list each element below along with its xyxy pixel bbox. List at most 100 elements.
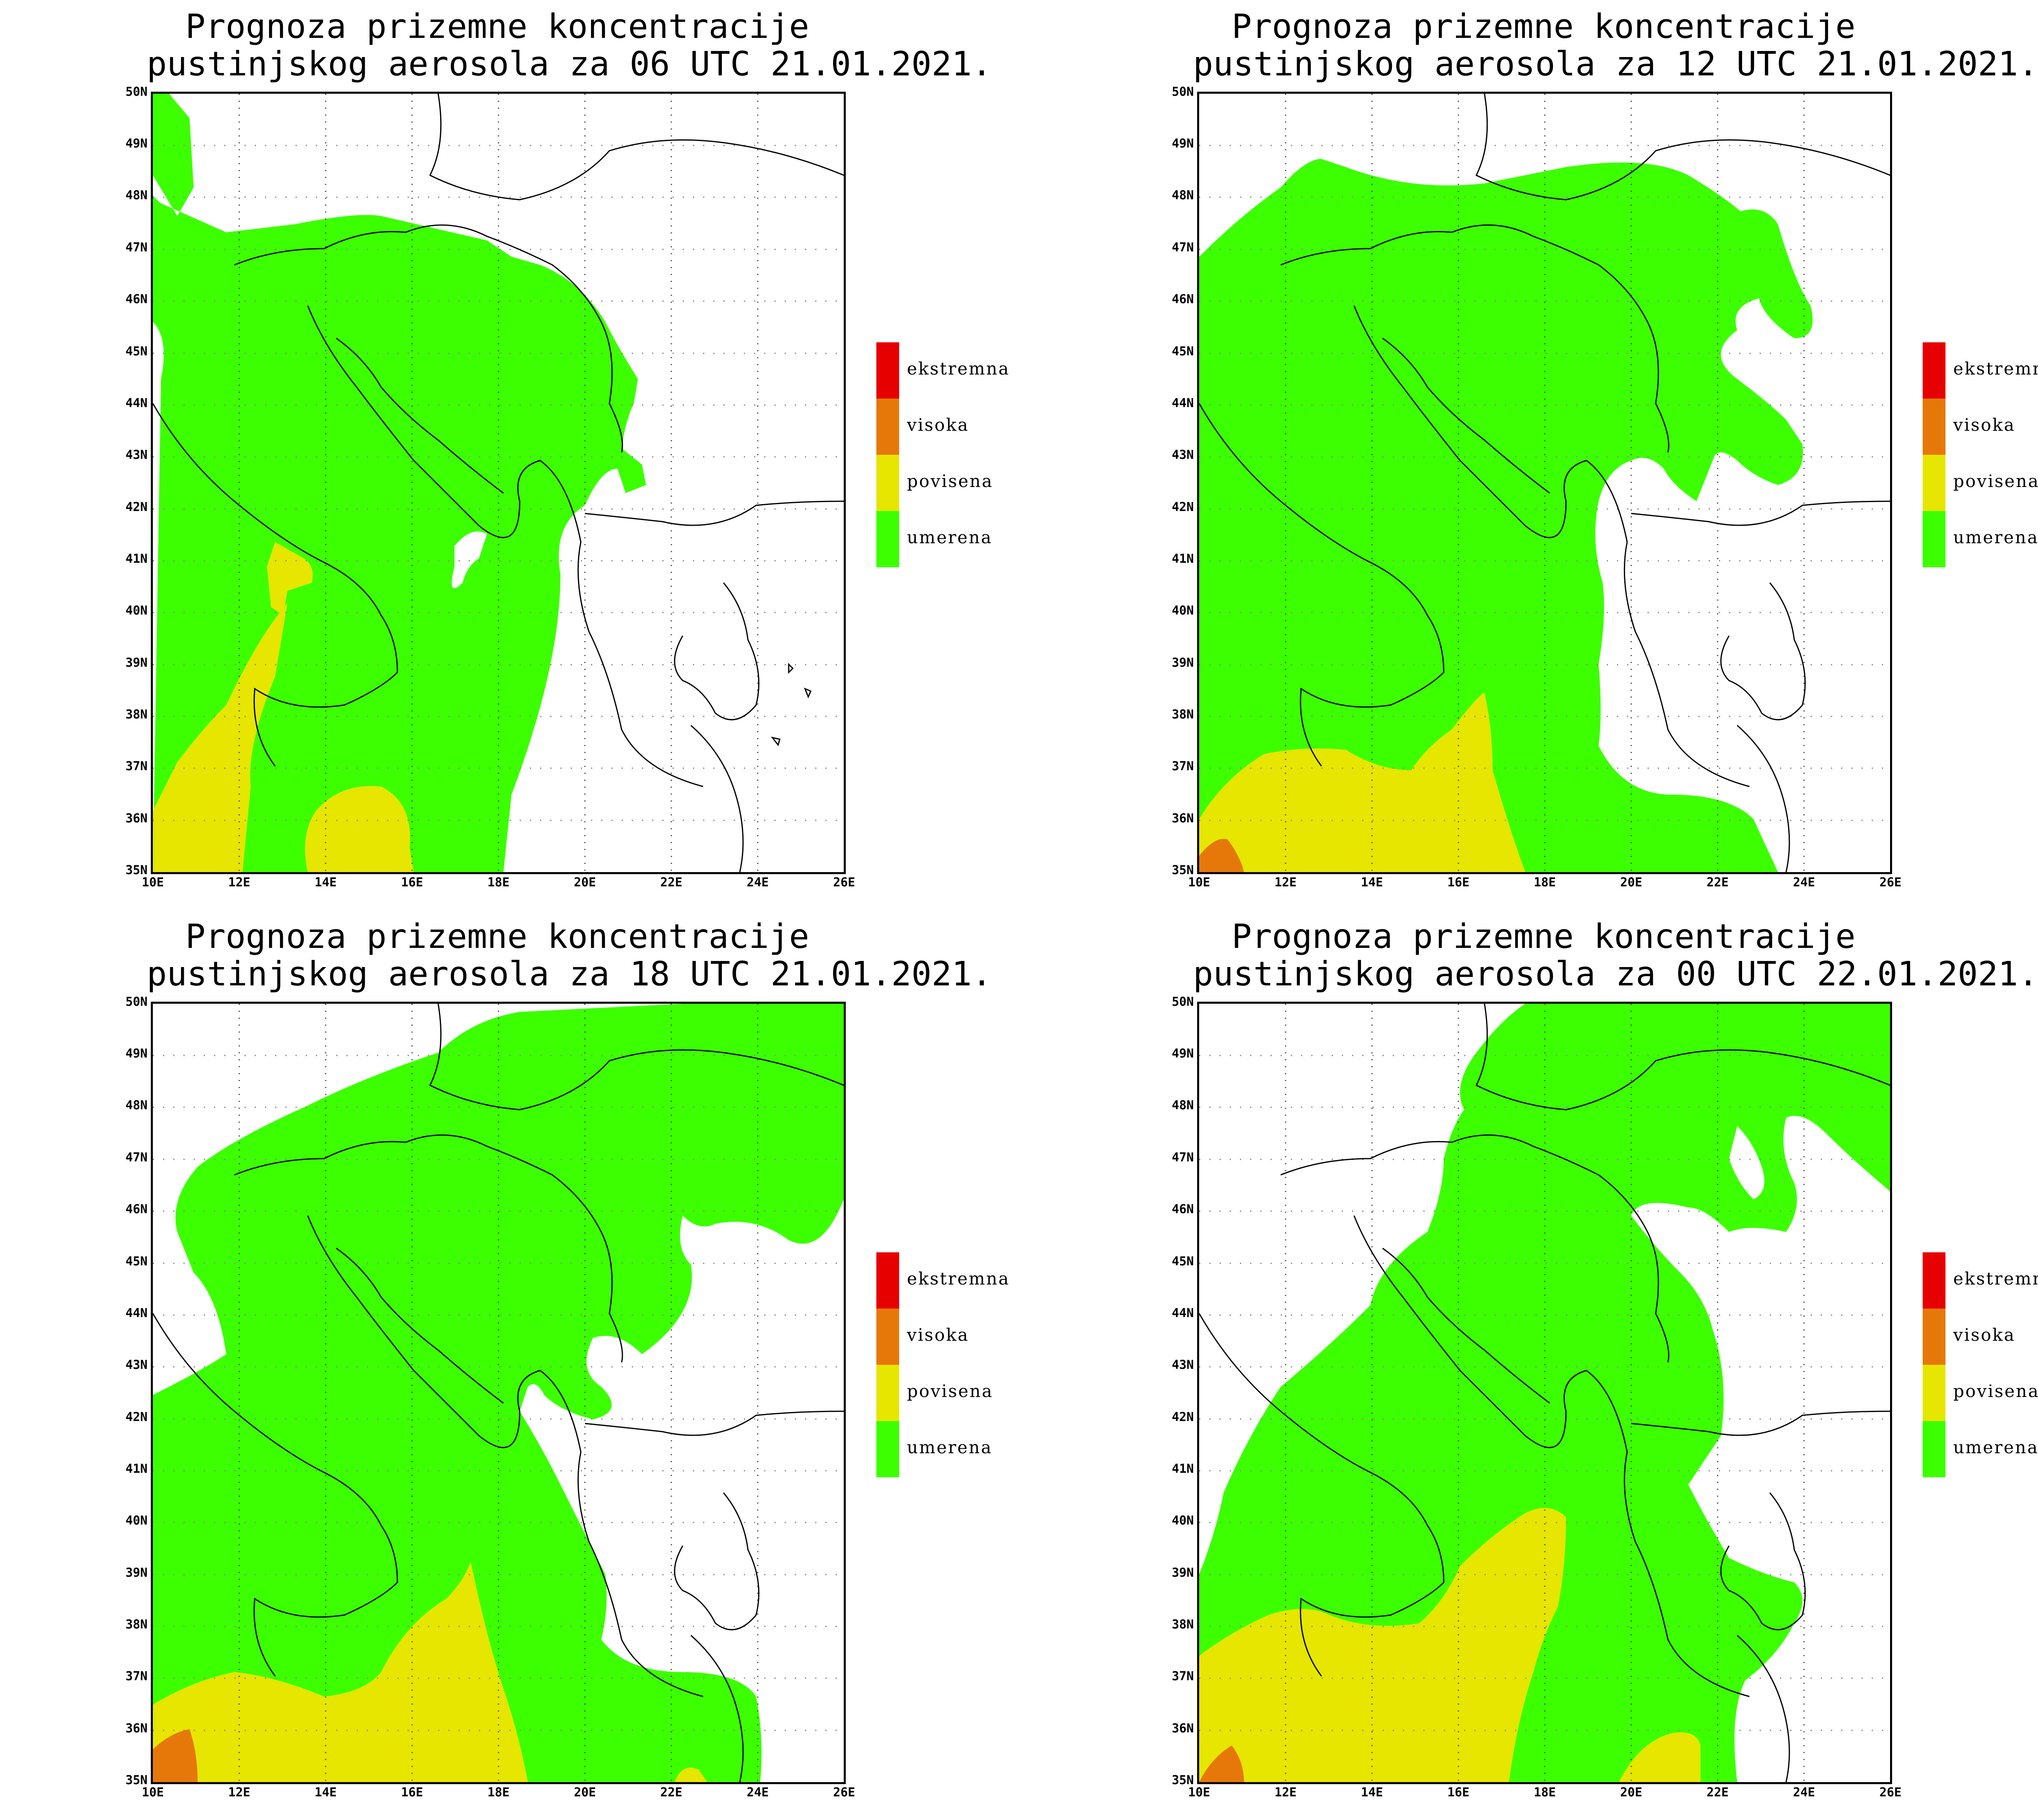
legend-swatch-umerena xyxy=(876,511,899,567)
lon-tick: 24E xyxy=(1793,1785,1815,1800)
lat-tick: 39N xyxy=(125,1566,148,1580)
lon-tick: 24E xyxy=(1793,875,1815,890)
umerena-region xyxy=(153,94,646,872)
coastlines xyxy=(153,94,844,872)
lat-tick: 43N xyxy=(1171,1358,1194,1372)
lat-tick: 50N xyxy=(1171,85,1194,99)
lon-tick: 10E xyxy=(1188,875,1211,890)
legend-swatch-visoka xyxy=(1923,399,1945,455)
map-panel-3: Prognoza prizemne koncentracije pustinjs… xyxy=(0,910,1046,1820)
legend-label: ekstremna xyxy=(907,359,1010,379)
povisena-region xyxy=(1199,693,1525,872)
lat-tick: 42N xyxy=(1171,1410,1194,1424)
lat-tick: 35N xyxy=(125,863,148,877)
legend-swatch-ekstremna xyxy=(876,342,899,399)
lat-lon-grid xyxy=(238,94,759,872)
lat-tick: 37N xyxy=(1171,759,1194,773)
lon-tick: 10E xyxy=(141,1785,164,1800)
lat-tick: 41N xyxy=(1171,552,1194,566)
lat-tick: 49N xyxy=(1171,137,1194,151)
title-line-2: pustinjskog aerosola za 06 UTC 21.01.202… xyxy=(147,45,992,84)
legend-label: povisena xyxy=(907,1381,993,1401)
lon-tick: 22E xyxy=(660,875,683,890)
lon-tick: 26E xyxy=(1879,1785,1902,1800)
legend-swatch-ekstremna xyxy=(1923,342,1945,399)
lon-tick: 12E xyxy=(1274,875,1297,890)
lat-tick: 45N xyxy=(1171,1254,1194,1269)
lon-tick: 12E xyxy=(228,1785,251,1800)
lon-tick: 26E xyxy=(1879,875,1902,890)
lon-tick: 20E xyxy=(573,875,596,890)
lat-tick: 50N xyxy=(125,995,148,1009)
lat-tick: 36N xyxy=(1171,811,1194,826)
panel-title: Prognoza prizemne koncentracije pustinjs… xyxy=(147,918,992,993)
lat-tick: 41N xyxy=(125,552,148,566)
umerena-region xyxy=(1729,209,1813,338)
lat-tick: 36N xyxy=(1171,1721,1194,1736)
map-panel-2: Prognoza prizemne koncentracije pustinjs… xyxy=(1046,0,2038,910)
lat-tick: 40N xyxy=(1171,1514,1194,1528)
title-line-2: pustinjskog aerosola za 12 UTC 21.01.202… xyxy=(1193,45,2038,84)
lat-tick: 50N xyxy=(1171,995,1194,1009)
lon-tick: 18E xyxy=(1533,875,1556,890)
map-svg xyxy=(153,94,844,872)
lon-tick: 18E xyxy=(1533,1785,1556,1800)
lat-tick: 49N xyxy=(1171,1047,1194,1061)
povisena-region xyxy=(267,542,313,615)
lat-tick: 37N xyxy=(1171,1669,1194,1683)
lat-tick: 42N xyxy=(1171,500,1194,514)
lat-tick: 43N xyxy=(125,1358,148,1372)
panel-title: Prognoza prizemne koncentracije pustinjs… xyxy=(1193,918,2038,994)
lon-tick: 26E xyxy=(833,875,856,890)
lat-tick: 36N xyxy=(125,1721,148,1736)
legend-swatch-visoka xyxy=(876,399,899,455)
lat-tick: 38N xyxy=(1171,707,1194,722)
lon-tick: 18E xyxy=(487,875,510,890)
lat-tick: 46N xyxy=(1171,292,1194,306)
lat-tick: 38N xyxy=(125,707,148,722)
legend-label: ekstremna xyxy=(1953,1269,2038,1289)
legend-swatch-umerena xyxy=(1923,511,1945,567)
lat-tick: 40N xyxy=(1171,604,1194,618)
lat-tick: 46N xyxy=(125,292,148,306)
legend-label: visoka xyxy=(1953,1325,2016,1345)
title-line-1: Prognoza prizemne koncentracije xyxy=(1231,7,1856,46)
lon-tick: 24E xyxy=(746,1785,769,1800)
lon-tick: 22E xyxy=(1706,1785,1729,1800)
title-line-2: pustinjskog aerosola za 00 UTC 22.01.202… xyxy=(1193,955,2038,994)
legend-label: visoka xyxy=(907,1325,969,1345)
visoka-region xyxy=(153,1729,198,1782)
legend-label: ekstremna xyxy=(1953,359,2038,379)
legend-swatch-povisena xyxy=(876,455,899,511)
lat-tick: 40N xyxy=(125,1514,148,1528)
legend-label: ekstremna xyxy=(907,1269,1010,1289)
lat-tick: 39N xyxy=(125,656,148,670)
lon-tick: 16E xyxy=(1447,1785,1470,1800)
map-svg xyxy=(1199,94,1890,872)
legend-swatch-ekstremna xyxy=(1923,1252,1945,1309)
lon-tick: 14E xyxy=(1361,875,1383,890)
lon-tick: 14E xyxy=(314,1785,337,1800)
lat-tick: 35N xyxy=(1171,1773,1194,1787)
lat-tick: 49N xyxy=(125,137,148,151)
lat-tick: 50N xyxy=(125,85,148,99)
lat-tick: 43N xyxy=(125,448,148,462)
lon-tick: 10E xyxy=(1188,1785,1211,1800)
lat-tick: 39N xyxy=(1171,656,1194,670)
map-panel-4: Prognoza prizemne koncentracije pustinjs… xyxy=(1046,910,2038,1820)
lat-tick: 38N xyxy=(125,1617,148,1632)
legend-swatch-visoka xyxy=(1923,1309,1945,1365)
lat-tick: 42N xyxy=(125,1410,148,1424)
povisena-region xyxy=(305,786,414,872)
lat-tick: 44N xyxy=(1171,396,1194,410)
lat-tick: 38N xyxy=(1171,1617,1194,1632)
lon-tick: 24E xyxy=(746,875,769,890)
lat-tick: 46N xyxy=(1171,1202,1194,1216)
lon-tick: 12E xyxy=(1274,1785,1297,1800)
lat-tick: 48N xyxy=(1171,188,1194,203)
lon-tick: 26E xyxy=(833,1785,856,1800)
legend-swatch-povisena xyxy=(1923,455,1945,511)
umerena-region xyxy=(1199,159,1803,872)
lat-tick: 41N xyxy=(1171,1462,1194,1476)
panel-title: Prognoza prizemne koncentracije pustinjs… xyxy=(1193,7,2038,84)
